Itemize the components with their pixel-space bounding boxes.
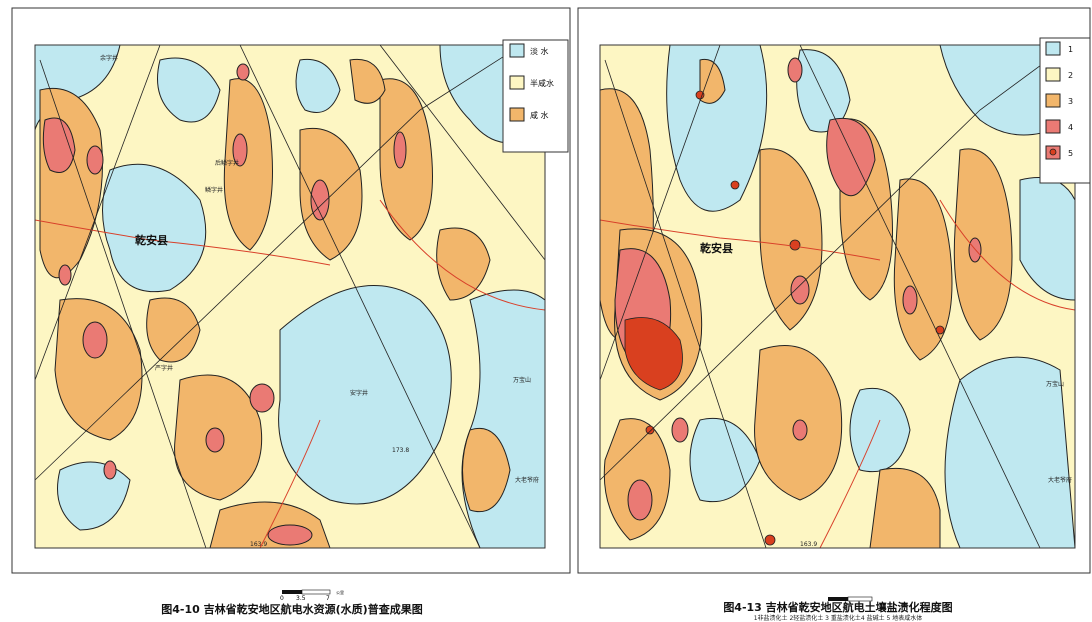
legend-label: 半咸水 <box>530 78 554 88</box>
place-label: 万宝山 <box>1046 380 1064 388</box>
place-label: 万宝山 <box>513 376 531 384</box>
county-label: 乾安县 <box>135 233 168 247</box>
legend-label: 淡 水 <box>530 46 549 56</box>
legend-label: 3 <box>1068 97 1073 106</box>
legend-note: 1非盐渍化土 2轻盐渍化土 3 重盐渍化土4 盐碱土 5 地表咸水体 <box>754 614 923 622</box>
elevation-label: 163.9 <box>250 541 267 548</box>
legend-label: 1 <box>1068 45 1073 54</box>
place-label: 余字井 <box>100 54 118 62</box>
right-legend: 1 2 3 4 5 <box>1040 38 1090 183</box>
scale-label: 7 <box>326 595 330 602</box>
caption: 图4-10 吉林省乾安地区航电水资源(水质)普查成果图 <box>161 602 422 616</box>
maps: 淡 水 半咸水 咸 水 乾安县 余字井 鳞字井 后鳞字井 大老爷府 万宝山 严字… <box>0 0 1092 622</box>
scale-label: 3.5 <box>296 595 306 602</box>
place-label: 大老爷府 <box>515 476 539 484</box>
scale-label: 公里 <box>336 589 344 595</box>
page: 淡 水 半咸水 咸 水 乾安县 余字井 鳞字井 后鳞字井 大老爷府 万宝山 严字… <box>0 0 1092 622</box>
left-map <box>35 30 545 560</box>
scale-bar: 0 3.5 7 公里 <box>280 589 344 602</box>
scale-label: 0 <box>280 595 284 602</box>
left-legend: 淡 水 半咸水 咸 水 <box>503 40 568 152</box>
county-label: 乾安县 <box>700 241 733 255</box>
legend-label: 4 <box>1068 123 1073 132</box>
right-map <box>600 40 1075 560</box>
place-label: 大老爷府 <box>1048 476 1072 484</box>
place-label: 安字井 <box>350 389 368 397</box>
place-label: 鳞字井 <box>205 186 223 194</box>
place-label: 严字井 <box>155 364 173 372</box>
legend-label: 5 <box>1068 149 1073 158</box>
legend-label: 2 <box>1068 71 1073 80</box>
elevation-label: 163.9 <box>800 541 817 548</box>
legend-label: 咸 水 <box>530 110 549 120</box>
elevation-label: 173.8 <box>392 447 409 454</box>
caption: 图4-13 吉林省乾安地区航电土壤盐渍化程度图 <box>723 600 952 614</box>
place-label: 后鳞字井 <box>215 159 239 167</box>
